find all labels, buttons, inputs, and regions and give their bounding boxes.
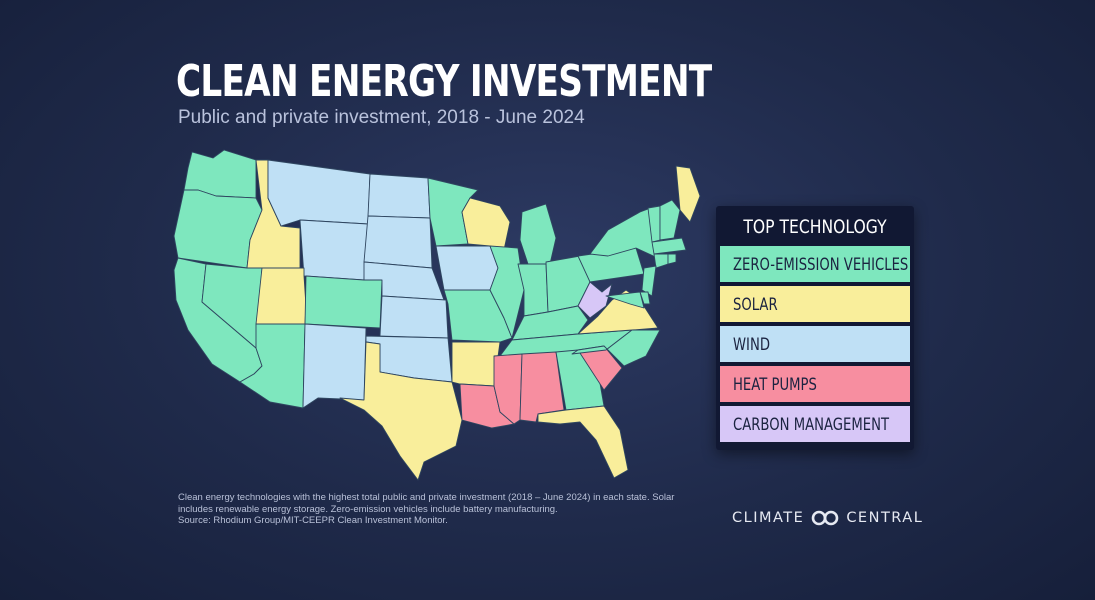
state-nm bbox=[302, 323, 367, 409]
state-mi bbox=[519, 203, 557, 265]
state-ri bbox=[667, 253, 677, 265]
state-wi bbox=[461, 197, 511, 251]
legend-title: TOP TECHNOLOGY bbox=[743, 216, 887, 238]
legend: TOP TECHNOLOGY ZERO-EMISSION VEHICLES SOL… bbox=[716, 206, 914, 450]
legend-item-zev: ZERO-EMISSION VEHICLES bbox=[720, 246, 910, 284]
legend-label: WIND bbox=[733, 335, 770, 354]
state-co bbox=[304, 275, 383, 329]
legend-label: CARBON MANAGEMENT bbox=[733, 415, 890, 434]
state-nh bbox=[659, 199, 681, 241]
state-fl bbox=[537, 405, 629, 479]
state-tx bbox=[339, 341, 463, 481]
state-sd bbox=[363, 215, 433, 269]
linked-circles-icon bbox=[812, 510, 839, 526]
brand-word-left: CLIMATE bbox=[732, 510, 805, 526]
state-mt bbox=[267, 159, 371, 227]
legend-item-carbon: CARBON MANAGEMENT bbox=[720, 406, 910, 444]
legend-label: SOLAR bbox=[733, 295, 778, 314]
state-nj bbox=[641, 265, 657, 297]
state-nc bbox=[571, 329, 661, 367]
legend-label: HEAT PUMPS bbox=[733, 375, 817, 394]
state-ma bbox=[651, 237, 687, 255]
chart-subtitle: Public and private investment, 2018 - Ju… bbox=[178, 107, 585, 128]
state-il bbox=[489, 245, 525, 339]
state-ut bbox=[255, 267, 307, 325]
state-ia bbox=[435, 245, 499, 291]
legend-item-wind: WIND bbox=[720, 326, 910, 364]
state-ks bbox=[379, 295, 449, 339]
state-de bbox=[639, 291, 651, 305]
climate-central-logo: CLIMATE CENTRAL bbox=[732, 508, 923, 528]
brand-word-right: CENTRAL bbox=[846, 510, 924, 526]
legend-label: ZERO-EMISSION VEHICLES bbox=[733, 255, 909, 274]
chart-title: CLEAN ENERGY INVESTMENT bbox=[176, 56, 712, 107]
legend-item-heat: HEAT PUMPS bbox=[720, 366, 910, 404]
legend-item-solar: SOLAR bbox=[720, 286, 910, 324]
state-nd bbox=[367, 173, 431, 219]
state-ar bbox=[451, 341, 501, 387]
footnote-line-1: Clean energy technologies with the highe… bbox=[178, 492, 675, 503]
state-ga bbox=[555, 349, 605, 411]
state-md bbox=[605, 291, 645, 309]
state-wy bbox=[299, 219, 369, 281]
footnote: Clean energy technologies with the highe… bbox=[178, 492, 698, 527]
footnote-source: Source: Rhodium Group/MIT-CEEPR Clean In… bbox=[178, 515, 448, 527]
footnote-line-2: includes renewable energy storage. Zero-… bbox=[178, 503, 558, 515]
state-me bbox=[675, 165, 701, 223]
